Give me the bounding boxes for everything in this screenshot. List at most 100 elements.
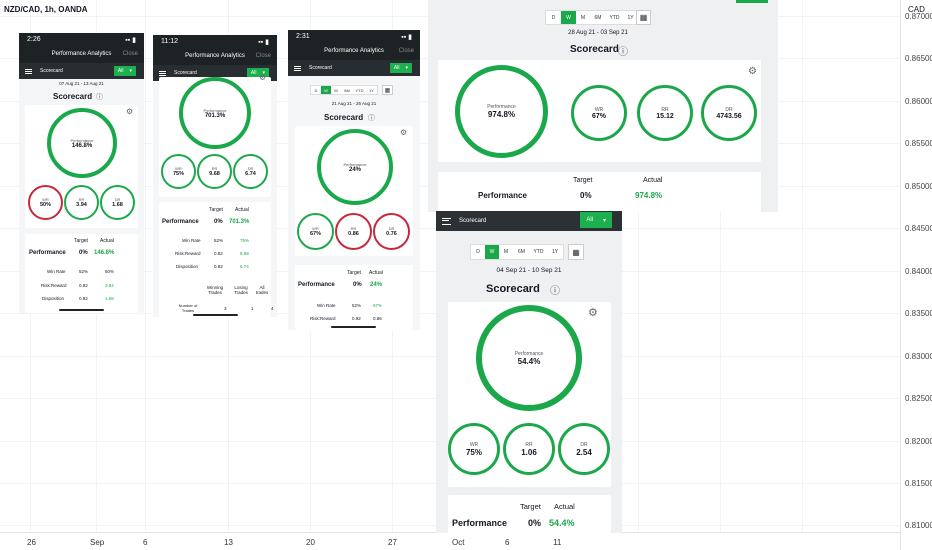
dr-ring: DR 6.74 <box>233 154 268 189</box>
period-6m[interactable]: 6M <box>518 249 525 255</box>
performance-target: 0% <box>528 518 542 528</box>
period-ytd[interactable]: YTD <box>609 14 620 21</box>
filter-dropdown[interactable]: All ▾ <box>389 63 412 73</box>
row-actual: 50% <box>105 269 115 274</box>
close-button[interactable]: Close <box>255 53 271 59</box>
period-6m[interactable]: 6M <box>344 87 350 93</box>
time-tick: 6 <box>505 538 510 547</box>
rr-value: 1.06 <box>521 447 537 457</box>
filter-dropdown[interactable]: All ▾ <box>580 212 612 228</box>
close-button[interactable]: Close <box>398 48 414 54</box>
row-target: 0.92 <box>352 316 361 321</box>
price-tick: 0.81000 <box>905 521 932 530</box>
performance-row-label: Performance <box>162 219 199 225</box>
home-indicator <box>193 314 238 316</box>
period-d[interactable]: D <box>551 14 556 21</box>
performance-row-label: Performance <box>452 518 508 528</box>
ring-label: WR <box>594 106 604 113</box>
ring-label: RR <box>350 226 357 231</box>
status-time: 11:12 <box>161 38 178 45</box>
scorecard-tab[interactable]: Scorecard <box>40 68 63 74</box>
scorecard-card: ⚙ Performance 146.8% WR 50% RR 3.94 DR 1… <box>25 105 138 228</box>
performance-actual: 54.4% <box>549 518 575 528</box>
price-tick: 0.81500 <box>905 479 932 488</box>
filter-dropdown[interactable]: All ▾ <box>246 68 269 78</box>
menu-icon[interactable] <box>294 65 301 71</box>
period-w[interactable]: W <box>485 245 499 259</box>
row-actual: 9.68 <box>240 251 249 256</box>
row-actual: 1.68 <box>105 296 114 301</box>
row-target: 52% <box>79 269 89 274</box>
close-button[interactable]: Close <box>122 51 138 57</box>
performance-ring: Performance 24% <box>317 129 393 205</box>
period-m[interactable]: M <box>334 87 338 93</box>
filter-dropdown[interactable]: All ▾ <box>113 66 136 76</box>
time-axis[interactable]: 26 Sep 6 13 20 27 Oct 6 11 <box>0 532 900 550</box>
scorecard-tab[interactable]: Scorecard <box>309 65 332 71</box>
price-tick: 0.84500 <box>905 224 932 233</box>
target-table-card: Target Actual Performance 0% 974.8% <box>438 172 761 212</box>
rr-value: 3.94 <box>76 202 87 208</box>
screenshot-week-4: D W M 6M YTD 1Y ▦ 28 Aug 21 - 03 Sep 21 … <box>428 0 778 212</box>
calendar-icon[interactable]: ▦ <box>636 10 651 25</box>
actual-header: Actual <box>554 502 575 511</box>
row-label: Win Rate <box>47 269 66 274</box>
date-range: 28 Aug 21 - 03 Sep 21 <box>568 30 628 36</box>
info-icon[interactable]: ⓘ <box>618 47 628 58</box>
target-table-card: Target Actual Performance 0% 24% Win Rat… <box>295 265 413 330</box>
scorecard-tab[interactable]: Scorecard <box>174 70 197 76</box>
symbol-title: NZD/CAD, 1h, OANDA <box>4 5 88 14</box>
gear-icon[interactable]: ⚙ <box>259 73 267 82</box>
gear-icon[interactable]: ⚙ <box>748 66 757 77</box>
calendar-icon[interactable]: ▦ <box>568 244 584 260</box>
gear-icon[interactable]: ⚙ <box>126 107 134 116</box>
performance-actual: 701.3% <box>229 219 250 225</box>
info-icon[interactable]: ⓘ <box>96 94 103 101</box>
menu-icon[interactable] <box>25 68 32 74</box>
trades-header: All trades <box>255 285 269 295</box>
period-1y[interactable]: 1Y <box>627 14 634 21</box>
period-d[interactable]: D <box>476 249 480 255</box>
time-tick: 11 <box>553 538 562 547</box>
period-1y[interactable]: 1Y <box>551 249 559 255</box>
period-w[interactable]: W <box>321 86 331 94</box>
performance-ring: Performance 54.4% <box>476 305 582 411</box>
period-d[interactable]: D <box>314 87 318 93</box>
period-ytd[interactable]: YTD <box>533 249 544 255</box>
rr-ring: RR 9.68 <box>197 154 232 189</box>
grid-line <box>145 0 146 532</box>
gear-icon[interactable]: ⚙ <box>588 307 598 319</box>
performance-row-label: Performance <box>29 250 66 256</box>
row-target: 0.92 <box>214 251 223 256</box>
menu-icon[interactable] <box>442 217 451 225</box>
time-tick: Sep <box>90 538 105 547</box>
menu-icon[interactable] <box>159 70 166 76</box>
chevron-down-icon: ▾ <box>405 65 408 71</box>
rr-ring: RR 1.06 <box>503 423 555 475</box>
period-m[interactable]: M <box>503 249 509 255</box>
ring-label: Performance <box>343 161 367 167</box>
screenshot-week-2: 11:12 ▪▪ ▮ Performance Analytics Close Sc… <box>153 35 277 317</box>
trades-header: Winning Trades <box>206 285 224 295</box>
period-m[interactable]: M <box>580 14 586 21</box>
grid-line <box>802 0 803 532</box>
row-target: 52% <box>214 238 224 243</box>
price-tick: 0.82000 <box>905 437 932 446</box>
scorecard-tab[interactable]: Scorecard <box>459 218 487 224</box>
info-icon[interactable]: ⓘ <box>368 115 375 122</box>
period-ytd[interactable]: YTD <box>355 87 364 93</box>
performance-target: 0% <box>79 250 88 256</box>
period-1y[interactable]: 1Y <box>369 87 374 93</box>
ring-label: WR <box>42 197 49 202</box>
all-button-edge <box>736 0 768 3</box>
calendar-icon[interactable]: ▦ <box>382 85 393 95</box>
row-actual: 3.94 <box>105 283 114 288</box>
gear-icon[interactable]: ⚙ <box>400 128 408 137</box>
row-target: 0.92 <box>79 296 88 301</box>
ring-label: DR <box>580 441 588 448</box>
period-6m[interactable]: 6M <box>594 14 602 21</box>
period-w[interactable]: W <box>561 11 576 24</box>
target-header: Target <box>573 177 593 184</box>
price-axis[interactable]: CAD 0.87000 0.86500 0.86000 0.85500 0.85… <box>900 0 932 550</box>
info-icon[interactable]: ⓘ <box>550 286 560 297</box>
